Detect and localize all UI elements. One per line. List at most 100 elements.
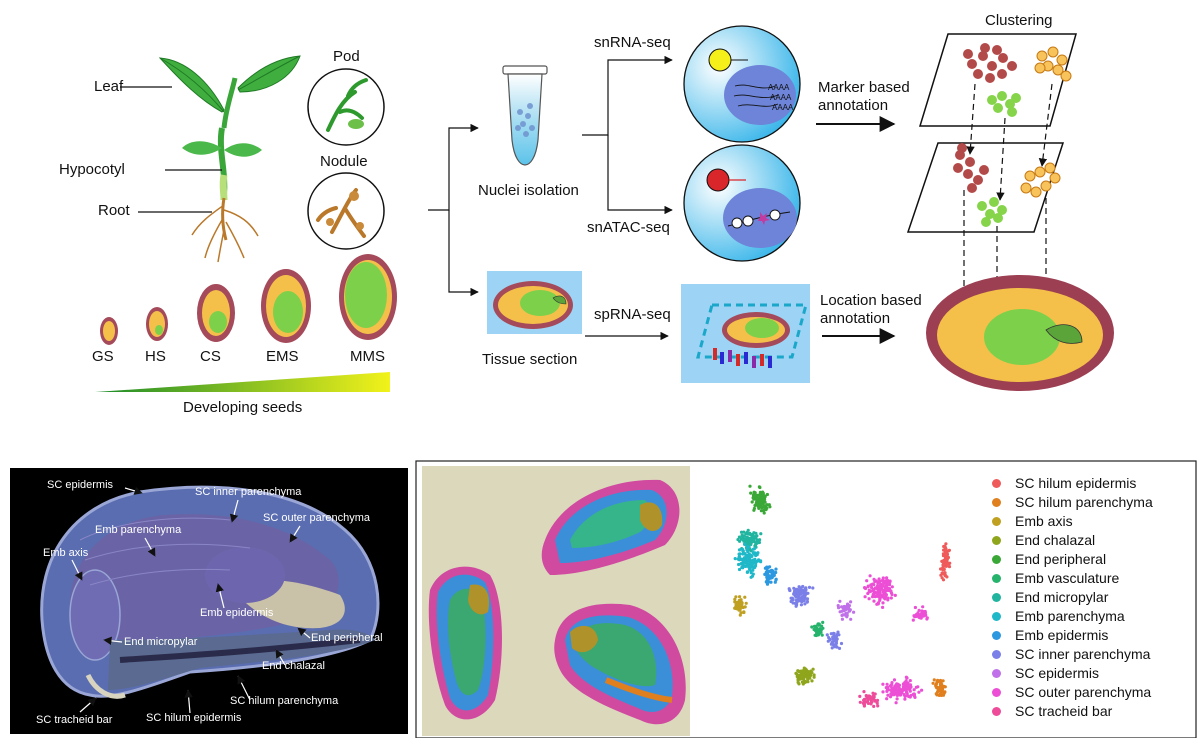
umap-point bbox=[943, 564, 947, 568]
umap-point bbox=[881, 593, 885, 597]
umap-point bbox=[878, 597, 882, 601]
umap-point bbox=[756, 504, 760, 508]
legend-label: Emb vasculature bbox=[1015, 570, 1120, 586]
umap-point bbox=[882, 580, 886, 584]
umap-point bbox=[800, 590, 804, 594]
umap-point bbox=[858, 694, 862, 699]
umap-point bbox=[774, 577, 778, 581]
umap-point bbox=[760, 506, 764, 510]
umap-point bbox=[863, 586, 868, 591]
legend-label: Emb axis bbox=[1015, 513, 1073, 529]
umap-point bbox=[838, 610, 842, 614]
cluster-legend: SC hilum epidermis SC hilum parenchyma Emb… bbox=[992, 474, 1192, 724]
umap-point bbox=[742, 610, 746, 614]
legend-item: Emb axis bbox=[992, 512, 1073, 530]
spatial-tissue-sections bbox=[428, 479, 686, 725]
umap-point bbox=[765, 492, 770, 497]
umap-point bbox=[798, 597, 802, 601]
umap-point bbox=[765, 506, 769, 510]
legend-item: SC outer parenchyma bbox=[992, 683, 1151, 701]
umap-point bbox=[884, 584, 888, 589]
umap-point bbox=[751, 547, 755, 551]
stage-hs-label: HS bbox=[145, 348, 166, 365]
umap-point bbox=[798, 674, 802, 678]
umap-point bbox=[902, 693, 906, 697]
umap-point bbox=[872, 583, 876, 587]
legend-swatch bbox=[992, 478, 1001, 488]
umap-point bbox=[934, 692, 938, 696]
umap-point bbox=[873, 699, 877, 703]
umap-point bbox=[909, 693, 913, 697]
umap-point bbox=[755, 538, 760, 542]
anno-sc-hilum-epidermis: SC hilum epidermis bbox=[146, 712, 242, 724]
umap-point bbox=[806, 591, 810, 595]
anno-sc-hilum-parenchyma: SC hilum parenchyma bbox=[230, 695, 339, 707]
umap-point bbox=[815, 631, 819, 635]
umap-point bbox=[757, 540, 762, 545]
umap-point bbox=[743, 605, 747, 609]
umap-point bbox=[744, 555, 748, 559]
umap-point bbox=[803, 680, 807, 685]
umap-point bbox=[941, 679, 945, 683]
umap-point bbox=[826, 639, 830, 643]
umap-point bbox=[803, 667, 808, 671]
umap-point bbox=[941, 578, 946, 582]
legend-swatch bbox=[992, 611, 1001, 621]
umap-point bbox=[886, 596, 890, 600]
umap-point bbox=[830, 646, 834, 650]
umap-point bbox=[789, 599, 793, 604]
umap-point bbox=[752, 497, 756, 501]
legend-swatch bbox=[992, 573, 1001, 583]
umap-point bbox=[868, 574, 872, 578]
tissue-section-image bbox=[487, 271, 582, 334]
umap-point bbox=[939, 681, 943, 685]
umap-point bbox=[793, 601, 797, 606]
umap-point bbox=[897, 686, 902, 691]
umap-point bbox=[748, 484, 752, 488]
umap-point bbox=[747, 545, 751, 549]
umap-point bbox=[921, 605, 925, 609]
svg-text:AAAA: AAAA bbox=[768, 83, 790, 92]
umap-point bbox=[837, 606, 841, 610]
umap-point bbox=[899, 693, 903, 697]
umap-point bbox=[943, 690, 947, 694]
legend-swatch bbox=[992, 516, 1001, 526]
umap-point bbox=[805, 597, 810, 601]
umap-point bbox=[880, 587, 884, 591]
legend-swatch bbox=[992, 706, 1001, 716]
legend-swatch bbox=[992, 535, 1001, 545]
legend-label: SC outer parenchyma bbox=[1015, 684, 1152, 700]
umap-point bbox=[833, 645, 837, 649]
umap-point bbox=[885, 576, 889, 580]
nuclei-tube bbox=[502, 65, 548, 166]
umap-point bbox=[875, 701, 879, 705]
umap-point bbox=[892, 691, 896, 695]
umap-point bbox=[733, 600, 737, 604]
umap-point bbox=[878, 591, 882, 595]
umap-point bbox=[812, 627, 816, 632]
anno-sc-inner-parenchyma: SC inner parenchyma bbox=[195, 486, 302, 498]
umap-point bbox=[830, 640, 834, 644]
umap-point bbox=[815, 628, 819, 632]
umap-point bbox=[774, 567, 778, 571]
legend-label: SC inner parenchyma bbox=[1015, 646, 1151, 662]
umap-point bbox=[754, 562, 758, 566]
umap-point bbox=[852, 610, 856, 614]
hypocotyl-label: Hypocotyl bbox=[59, 161, 125, 178]
umap-point bbox=[755, 534, 759, 538]
clustering-label: Clustering bbox=[985, 12, 1053, 29]
spatial-slide-image bbox=[681, 284, 810, 383]
umap-point bbox=[881, 690, 885, 694]
umap-point bbox=[753, 491, 757, 495]
umap-point bbox=[871, 588, 875, 592]
umap-point bbox=[903, 697, 907, 701]
umap-point bbox=[912, 688, 916, 692]
umap-point bbox=[800, 676, 804, 680]
umap-point bbox=[812, 673, 816, 677]
umap-point bbox=[762, 504, 766, 508]
legend-label: SC tracheid bar bbox=[1015, 703, 1113, 719]
snrna-nucleus-cell: AAAA AAAA AAAA bbox=[683, 25, 801, 143]
umap-point bbox=[834, 634, 839, 638]
snrna-seq-label: snRNA-seq bbox=[594, 34, 671, 51]
umap-point bbox=[810, 625, 814, 629]
